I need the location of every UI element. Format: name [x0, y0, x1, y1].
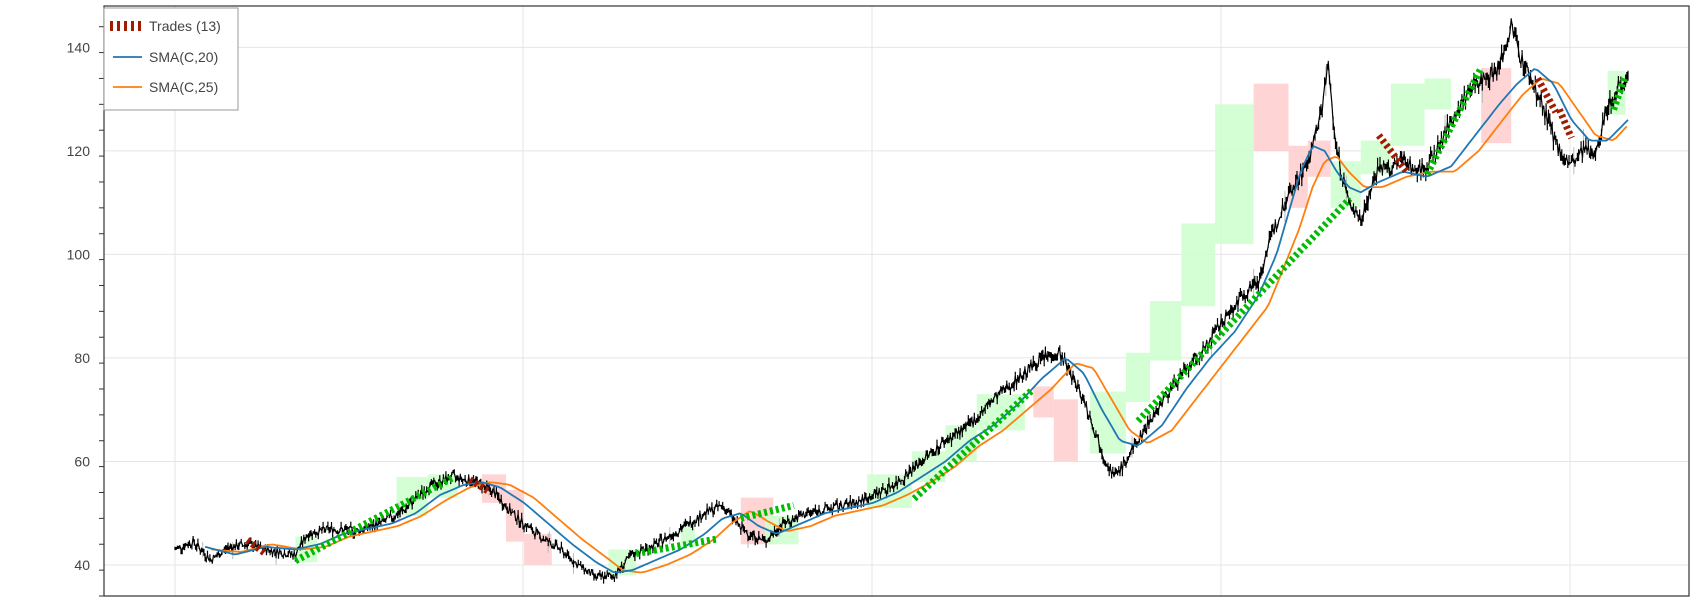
legend-item-trades: Trades (13) — [110, 18, 221, 34]
win-band — [1424, 78, 1452, 110]
grid — [104, 6, 1689, 596]
y-axis: 40 60 80 100 120 140 — [67, 26, 104, 597]
win-band — [1150, 301, 1182, 361]
win-band — [1126, 352, 1151, 402]
winning-trade — [1423, 66, 1485, 176]
losing-trade — [1556, 108, 1575, 140]
legend-label-sma25: SMA(C,25) — [149, 79, 218, 95]
trade-bands — [295, 68, 1626, 576]
sma25-line — [211, 78, 1628, 574]
loss-band — [1053, 399, 1078, 462]
plot-frame — [103, 5, 1690, 597]
y-tick-label: 40 — [74, 557, 90, 573]
legend: Trades (13) SMA(C,20) SMA(C,25) — [103, 7, 239, 111]
winning-trade — [293, 473, 456, 564]
losing-trade — [468, 476, 493, 496]
sma-series — [204, 68, 1629, 574]
y-tick-label: 100 — [67, 246, 91, 262]
losing-trade — [245, 537, 268, 557]
win-band — [1390, 83, 1425, 146]
win-band — [1089, 391, 1127, 454]
trade-markers — [245, 66, 1628, 564]
y-tick-label: 140 — [67, 39, 91, 55]
loss-band — [1288, 145, 1308, 208]
y-tick-label: 60 — [74, 453, 90, 469]
y-tick-label: 120 — [67, 143, 91, 159]
win-band — [976, 394, 1025, 431]
win-band — [1215, 104, 1254, 245]
y-tick-label: 80 — [74, 350, 90, 366]
legend-label-trades: Trades (13) — [149, 18, 221, 34]
legend-item-sma25: SMA(C,25) — [113, 79, 218, 95]
loss-band — [1253, 83, 1289, 151]
loss-band — [1033, 386, 1054, 418]
legend-label-sma20: SMA(C,20) — [149, 49, 218, 65]
loss-band — [1307, 140, 1331, 177]
legend-item-sma20: SMA(C,20) — [113, 49, 218, 65]
winning-trade — [911, 386, 1036, 502]
winning-trade — [635, 535, 718, 558]
losing-trade — [1376, 133, 1410, 174]
losing-trade — [1534, 76, 1559, 114]
win-band — [1181, 223, 1216, 307]
sma20-line — [204, 68, 1629, 574]
